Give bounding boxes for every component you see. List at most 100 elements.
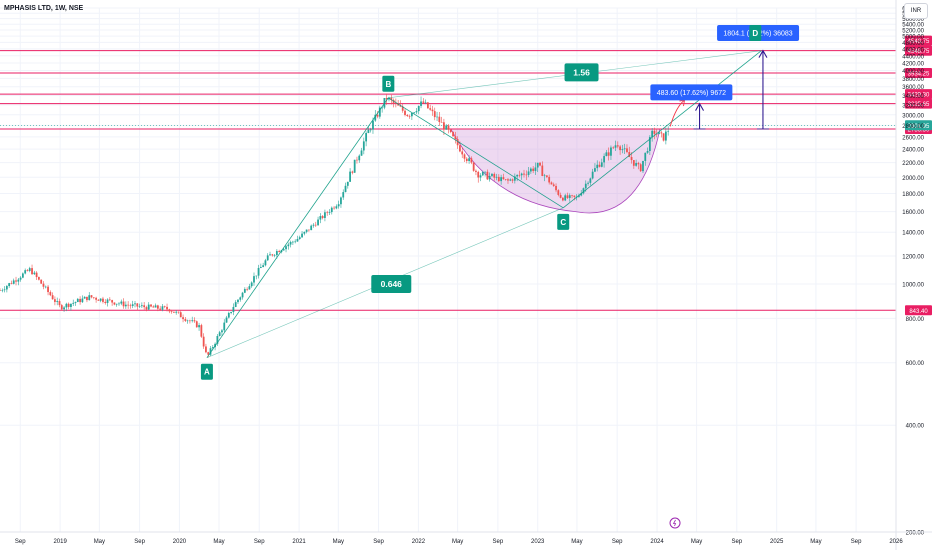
candle-body [95,297,98,300]
candle-body [422,101,425,103]
right-axis-badge-bg [905,45,932,56]
candle-body [243,289,246,293]
point-label-c-text: C [560,218,566,227]
x-tick-label: 2023 [531,539,545,545]
candle-body [291,241,294,243]
candle-body [120,301,123,304]
y-tick-label: 5200.00 [902,29,924,35]
candle-body [610,147,612,156]
candle-body [518,174,521,176]
candle-body [328,212,331,213]
candle-body [152,306,155,308]
candle-body [314,224,317,226]
candle-body [623,148,626,150]
point-label-c-bg [557,213,570,230]
cup-fill [450,128,661,214]
candle-body [138,306,141,307]
candle-body [399,105,402,107]
candle-body [234,302,237,307]
candle-body [21,273,24,278]
y-tick-label: 3400.00 [902,94,924,100]
candle-body [330,207,333,213]
price-axis[interactable]: 200.00 400.00 600.00 800.00 1000.00 1200.00 14… [895,0,925,550]
candle-body [58,301,61,306]
candle-body [349,171,351,182]
point-label-d-text: D [752,29,758,38]
candle-body [211,347,214,349]
candle-body [218,332,221,337]
time-axis[interactable]: Sep 2019 May Sep 2020 May Sep 2021 May Sep 2022 May… [0,517,932,545]
candle-body [248,286,251,290]
candle-body [477,171,480,178]
candle-body [17,279,20,282]
candle-body [358,155,361,161]
candle-body [637,163,640,165]
candle-body [124,304,127,307]
candle-body [573,195,576,197]
y-tick-label: 2200.00 [902,161,924,167]
current-price-bg [905,120,932,131]
candle-body [374,114,377,121]
candle-body [312,224,315,226]
candle-body [232,306,235,312]
right-axis-badge-text: 4548.75 [908,49,930,55]
candle-body [525,174,528,176]
candle-body [35,272,38,278]
candle-body [241,292,244,298]
candle-body [372,120,374,130]
candle-body [443,122,445,130]
candle-body [184,319,187,321]
candle-body [310,225,313,231]
candle-body [447,125,450,130]
candle-body [562,197,564,201]
candle-body [113,302,116,305]
candle-body [449,129,452,133]
y-tick-label: 5600.00 [902,17,924,23]
candle-body [463,154,466,159]
candle-body [603,156,605,163]
horizontal-levels: 4548.75 3934.25 3429.30 3225.65 2736.50 843.4… [0,35,932,316]
candle-body [319,216,322,220]
y-tick-label: 200.00 [906,531,925,537]
candle-body [209,348,212,355]
candle-body [591,171,594,179]
candle-body [658,132,660,135]
candle-body [356,159,358,161]
candle-body [195,321,198,328]
candle-body [635,163,638,166]
y-tick-label: 2000.00 [902,176,924,182]
candle-body [97,299,100,301]
candle-body [173,311,175,313]
candle-body [351,171,354,173]
target-arrows [693,49,769,130]
right-axis-badge: 4548.75 [905,45,932,56]
candle-body [246,289,249,290]
x-tick-label: Sep [373,539,384,545]
candle-body [65,303,68,308]
candle-body [564,195,567,201]
level-badge-bg [905,98,932,109]
target-measure-label: 483.60 (17.62%) 9672 [650,84,733,101]
candle-body [362,141,365,151]
candle-body [333,207,335,209]
candle-body [294,241,297,243]
target-arrow-head [758,49,768,58]
level-badge-bg [905,305,932,316]
candle-body [415,111,418,113]
y-tick-label: 3200.00 [902,103,924,109]
currency-button[interactable]: INR [904,3,928,19]
candle-body [539,162,541,166]
projection-arrow [669,99,685,127]
candle-body [566,195,569,198]
candle-body [584,183,587,189]
candle-body [186,320,189,322]
x-tick-label: 2022 [412,539,426,545]
candle-body [3,289,6,291]
x-tick-label: May [333,539,344,545]
candle-body [259,267,262,268]
candle-body [257,267,260,276]
candle-body [401,106,404,111]
candle-body [587,182,589,184]
